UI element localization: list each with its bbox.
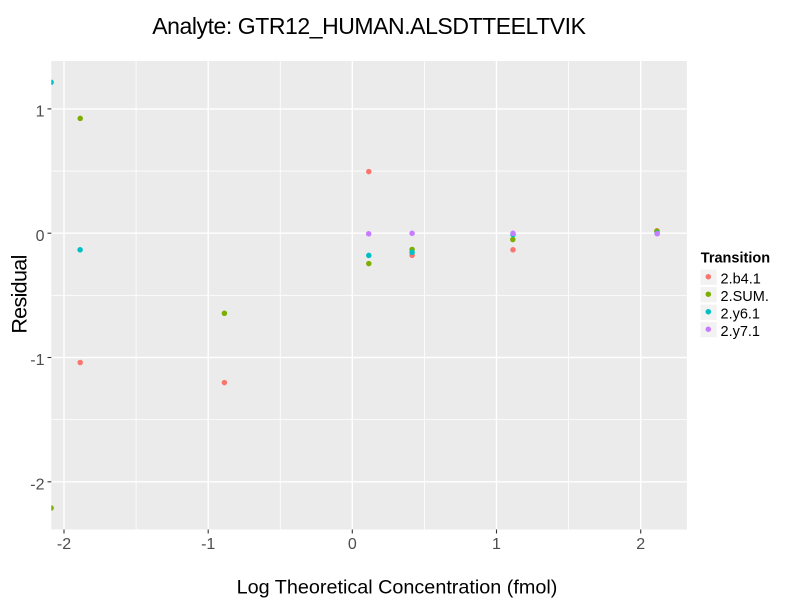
svg-text:Transition: Transition (701, 251, 770, 267)
svg-text:2.y7.1: 2.y7.1 (721, 324, 761, 340)
svg-text:2.y6.1: 2.y6.1 (721, 306, 761, 322)
svg-text:2.b4.1: 2.b4.1 (721, 271, 761, 287)
svg-text:-2: -2 (57, 536, 71, 553)
svg-text:0: 0 (348, 536, 357, 553)
svg-text:2: 2 (636, 536, 645, 553)
svg-text:0: 0 (36, 228, 45, 245)
svg-text:1: 1 (36, 103, 45, 120)
svg-text:-2: -2 (30, 476, 44, 493)
svg-text:-1: -1 (30, 352, 44, 369)
svg-text:Log Theoretical Concentration: Log Theoretical Concentration (fmol) (237, 577, 558, 599)
svg-text:Analyte: GTR12_HUMAN.ALSDTTEEL: Analyte: GTR12_HUMAN.ALSDTTEELTVIK (152, 13, 586, 39)
svg-text:1: 1 (492, 536, 501, 553)
svg-text:Residual: Residual (8, 255, 32, 333)
svg-text:-1: -1 (201, 536, 215, 553)
svg-text:2.SUM.: 2.SUM. (721, 289, 769, 305)
